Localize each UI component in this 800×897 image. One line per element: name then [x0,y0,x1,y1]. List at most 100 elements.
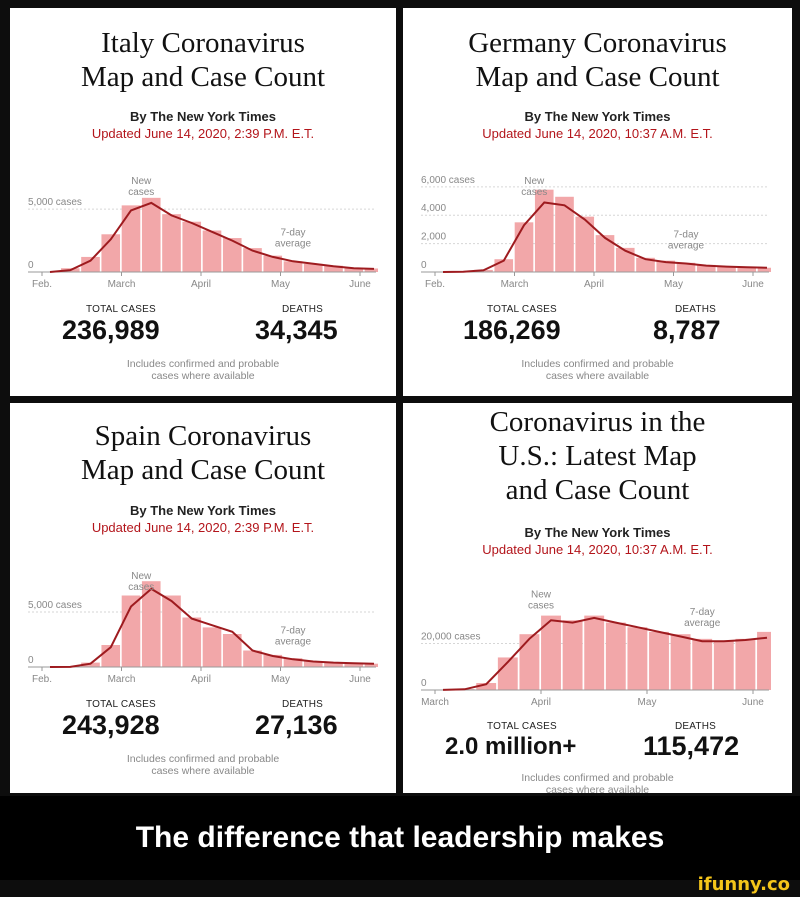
deaths-value: 27,136 [255,710,338,740]
x-tick-label: June [349,674,371,685]
x-tick-label: May [664,279,683,290]
y-tick-label: 6,000 cases [421,175,475,186]
byline: By The New York Times [130,503,276,518]
x-tick-label: April [191,279,211,290]
spain-panel: Spain Coronavirus Map and Case Count By … [10,403,396,793]
spain-cases-chart: 5,000 cases 0 Feb. March April May June New case… [28,571,378,685]
case-bar [263,255,283,272]
x-tick-label: May [271,674,290,685]
byline: By The New York Times [524,525,671,540]
note-line-2: cases where available [151,765,255,777]
italy-panel: Italy Coronavirus Map and Case Count By … [10,8,396,396]
case-bar [283,261,303,272]
panel-title-line-2: U.S.: Latest Map [498,440,697,472]
case-bar [283,658,303,667]
case-bar [584,615,605,690]
seven-day-average-line [49,587,375,668]
annotation-seven-day-average: 7-day average [275,227,312,249]
case-bar [757,631,771,690]
case-bar [263,654,283,667]
case-bar [627,627,648,690]
annotation-new-cases: New cases [128,176,154,198]
y-tick-label: 0 [28,655,34,666]
case-bar [303,263,323,272]
note-line-1: Includes confirmed and probable [126,358,280,370]
annotation-seven-day-average: 7-day average [275,625,312,647]
case-bar [656,260,676,272]
case-bar [364,663,378,667]
us-panel: Coronavirus in the U.S.: Latest Map and … [403,403,792,793]
case-bar [541,615,561,690]
panel-title-line-3: and Case Count [505,474,690,506]
case-bar [162,214,181,272]
case-bar [162,595,181,667]
case-bar [615,247,635,272]
case-bar [182,221,202,272]
y-tick-label: 0 [28,260,34,271]
case-bar [81,662,100,667]
panel-title-line-1: Italy Coronavirus [101,27,305,59]
seven-day-average-line [442,616,768,691]
case-bar [324,265,343,272]
ifunny-watermark: ifunny.co [697,874,790,895]
case-bar [514,222,534,272]
germany-panel: Germany Coronavirus Map and Case Count B… [403,8,792,396]
deaths-label: DEATHS [675,304,717,315]
annotation-seven-day-average: 7-day average [684,607,721,629]
case-bar [121,205,141,272]
annotation-seven-day-average: 7-day average [668,229,705,251]
annotation-new-cases: New cases [528,590,554,612]
x-tick-label: June [742,697,764,708]
annotation-new-cases: New cases [128,571,154,593]
case-bar [222,238,242,272]
case-bar [636,257,655,272]
y-tick-label: 4,000 [421,203,446,214]
case-bar [141,581,161,667]
case-bar [222,634,242,667]
deaths-label: DEATHS [675,721,717,732]
case-bar [595,235,615,272]
annotation-new-cases: New cases [521,176,547,198]
case-bar [364,268,378,272]
x-tick-label: March [108,279,136,290]
note-line-2: cases where available [151,370,255,382]
seven-day-average-line [442,201,768,273]
deaths-value: 34,345 [255,315,338,345]
x-tick-label: April [531,697,551,708]
updated-timestamp: Updated June 14, 2020, 10:37 A.M. E.T. [482,542,713,557]
note-line-2: cases where available [545,370,650,382]
total-cases-value: 243,928 [62,710,160,740]
case-bar [717,266,736,272]
total-cases-label: TOTAL CASES [487,721,557,732]
case-bar [141,197,161,272]
deaths-label: DEATHS [282,699,324,710]
byline: By The New York Times [524,109,671,124]
seven-day-average-line [49,201,375,273]
y-tick-label: 0 [421,260,427,271]
case-bar [562,620,583,690]
x-tick-label: March [421,697,449,708]
case-bar [303,661,323,667]
x-tick-label: April [191,674,211,685]
panel-title-line-2: Map and Case Count [475,61,720,93]
y-tick-label: 2,000 [421,232,446,243]
case-bar [202,627,222,667]
total-cases-label: TOTAL CASES [487,304,557,315]
deaths-label: DEATHS [282,304,324,315]
case-bar [692,638,713,690]
y-tick-label: 5,000 cases [28,600,82,611]
germany-cases-chart: 6,000 cases 4,000 2,000 0 Feb. March April May J… [421,175,771,290]
total-cases-label: TOTAL CASES [86,699,156,710]
case-bar [344,268,364,272]
case-bar [713,641,734,690]
deaths-value: 8,787 [653,315,721,345]
total-cases-label: TOTAL CASES [86,304,156,315]
case-bar [676,262,696,272]
case-bar [243,650,262,667]
y-tick-label: 0 [421,678,427,689]
case-bar [202,230,222,272]
case-bar [182,617,202,667]
case-bar [121,595,141,667]
x-tick-label: Feb. [32,279,52,290]
panel-title-line-1: Spain Coronavirus [94,420,312,452]
